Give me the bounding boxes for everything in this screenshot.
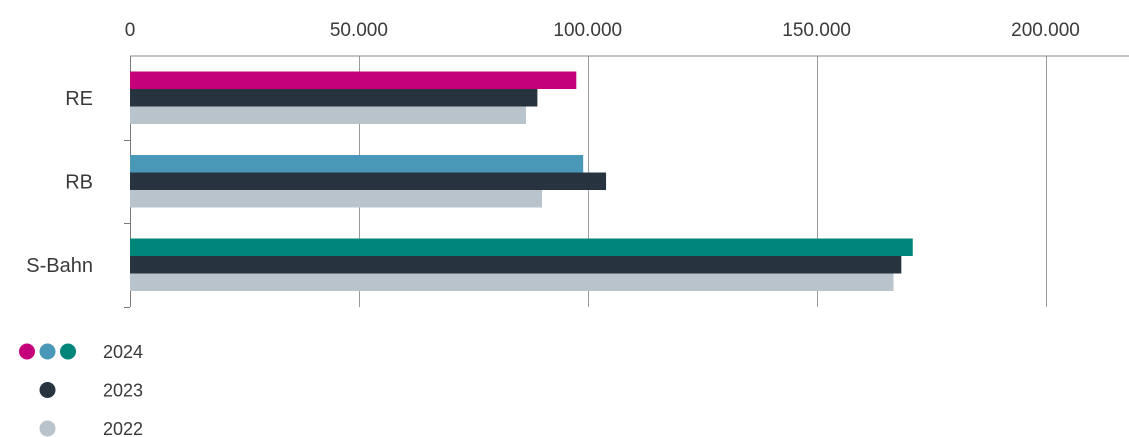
bar [130, 238, 913, 256]
x-tick-label: 200.000 [1011, 20, 1080, 41]
legend-label: 2024 [103, 342, 143, 362]
legend-dot [39, 382, 56, 398]
bar [130, 106, 526, 124]
x-tick-label: 50.000 [330, 20, 388, 41]
category-label: S-Bahn [26, 255, 93, 277]
x-tick-label: 100.000 [553, 20, 622, 41]
category-label: RE [65, 88, 93, 110]
y-axis-categories: RE RB S-Bahn [26, 88, 93, 277]
legend-label: 2023 [103, 381, 143, 401]
bar [130, 155, 584, 173]
legend-label: 2022 [103, 419, 143, 437]
bar [130, 256, 902, 274]
bars [130, 71, 913, 291]
legend-dot [60, 343, 76, 360]
x-tick-label: 150.000 [782, 20, 851, 41]
bar [130, 71, 577, 89]
bar [130, 172, 607, 190]
legend: 2024 2023 2022 [19, 342, 143, 437]
axes [124, 55, 1129, 308]
legend-dot [39, 343, 56, 360]
bar [130, 273, 894, 291]
x-axis-ticks: 0 50.000 100.000 150.000 200.000 [125, 20, 1080, 41]
legend-dot [39, 420, 56, 437]
x-tick-label: 0 [125, 20, 136, 41]
bar [130, 190, 542, 208]
category-label: RB [65, 171, 93, 193]
bar [130, 89, 538, 107]
legend-dot [19, 343, 35, 360]
